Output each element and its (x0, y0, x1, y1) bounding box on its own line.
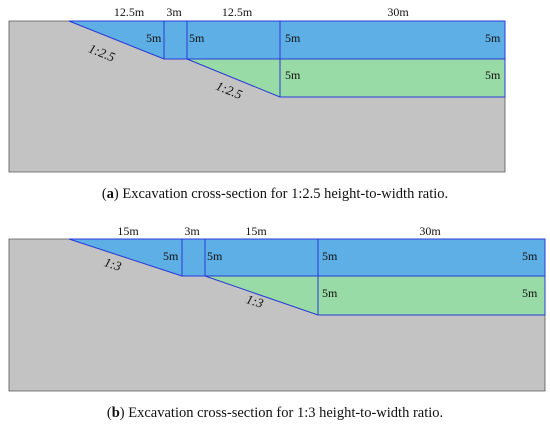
height-label-b-3: 5m (322, 249, 338, 263)
height-label-b-4: 5m (522, 249, 538, 263)
caption-a: (a) Excavation cross-section for 1:2.5 h… (101, 186, 449, 202)
height-label-b-5: 5m (322, 286, 338, 300)
caption-a-tag: a (106, 186, 114, 202)
height-label-a-2: 5m (189, 31, 205, 45)
figure-a: 12.5m 3m 12.5m 30m 5m 5m 5m 5m 5m 5m 1:2… (8, 5, 506, 173)
excavation-stage1-right-b (204, 238, 546, 277)
excavation-stage2-b (204, 275, 546, 316)
slope-label-b-1: 1:3 (102, 254, 124, 274)
height-label-a-1: 5m (146, 31, 162, 45)
caption-b: (b) Excavation cross-section for 1:3 hei… (106, 405, 444, 421)
caption-b-tag: b (111, 405, 120, 421)
excavation-stage1-right-a (186, 20, 506, 60)
berm-block-b (181, 238, 206, 277)
figure-b: 15m 3m 15m 30m 5m 5m 5m 5m 5m 5m 1:3 1:3 (8, 224, 546, 392)
dim-label-b-4: 30m (419, 224, 441, 238)
height-label-a-6: 5m (485, 68, 501, 82)
dim-label-a-1: 12.5m (114, 5, 145, 19)
caption-b-text: Excavation cross-section for 1:3 height-… (124, 405, 444, 421)
height-label-a-3: 5m (285, 31, 301, 45)
dim-label-b-2: 3m (184, 224, 200, 238)
slope-label-b-2: 1:3 (244, 291, 266, 311)
dim-label-a-4: 30m (387, 5, 409, 19)
caption-a-text: Excavation cross-section for 1:2.5 heigh… (118, 186, 449, 202)
height-label-a-4: 5m (485, 31, 501, 45)
dim-label-b-3: 15m (245, 224, 267, 238)
dim-label-a-3: 12.5m (222, 5, 253, 19)
height-label-b-2: 5m (207, 249, 223, 263)
dim-label-a-2: 3m (166, 5, 182, 19)
height-label-b-1: 5m (163, 249, 179, 263)
dim-label-b-1: 15m (117, 224, 139, 238)
height-label-a-5: 5m (285, 68, 301, 82)
berm-block-a (163, 20, 188, 60)
height-label-b-6: 5m (522, 286, 538, 300)
excavation-stage2-a (186, 58, 506, 98)
